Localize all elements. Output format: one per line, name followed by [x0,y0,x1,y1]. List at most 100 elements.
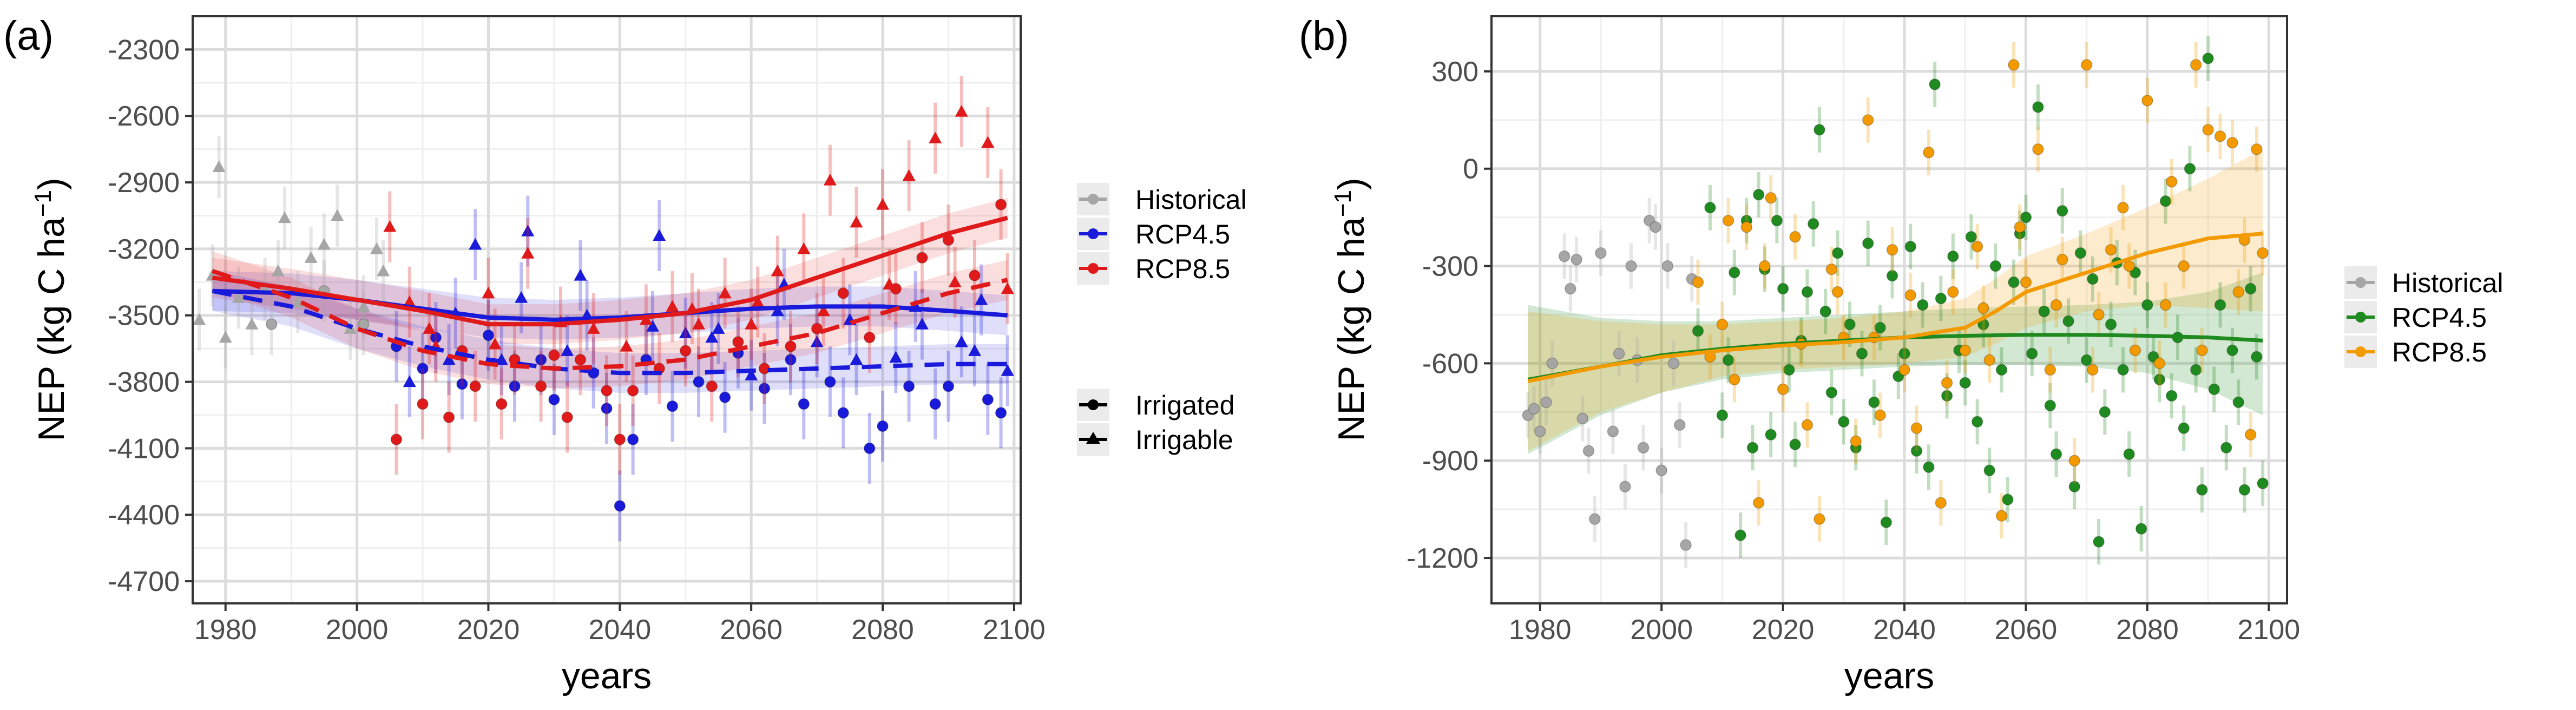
historical-point [1674,419,1686,431]
rcp85-point [2153,357,2166,370]
y-tick-label: 300 [1431,56,1478,88]
panel-a: (a) 1980 2000 2020 2040 2060 2080 2100 -4700 -44… [3,13,1247,696]
rcp85-point [1898,364,1910,376]
rcp45-point [982,393,994,406]
rcp45-triangle [521,225,535,236]
rcp45-point [1729,266,1740,279]
panel-a-ylabel-close: ) [31,178,72,190]
rcp85-point [1995,510,2008,522]
rcp85-triangle [817,304,830,317]
panel-b-trend-lines [1527,232,2263,383]
rcp45-point [837,407,849,419]
rcp45-point [2105,318,2117,331]
rcp45-point [2202,52,2214,64]
rcp85-point [2129,344,2141,357]
y-tick-label: -2600 [108,101,180,132]
panel-a-trend-lines [212,215,1008,376]
rcp45-point [1783,364,1795,376]
rcp85-point [495,398,508,410]
rcp45-point [2153,373,2166,386]
rcp45-point [2002,494,2014,505]
panel-a-ylabel: NEP (kg C ha−1) [30,178,73,441]
legend-key-historical-dot [2355,277,2366,288]
rcp45-point [2068,481,2081,492]
rcp85-point [1765,192,1777,204]
rcp85-point [2105,244,2117,256]
rcp85-point [1874,409,1886,422]
rcp45-point [719,391,731,403]
rcp45-point [1983,464,1995,476]
rcp45-triangle [771,304,784,317]
rcp45-triangle [712,322,725,334]
y-tick-label: -3500 [108,300,180,332]
panel-b-ylabel-main: NEP (kg C ha [1331,217,1372,442]
rcp85-point [1850,435,1862,448]
rcp45-triangle [810,335,824,347]
rcp85-point [2196,344,2208,357]
x-tick-label: 2040 [588,614,651,646]
rcp85-point [1729,373,1740,386]
panel-b-ticks: 1980 2000 2020 2040 2060 2080 2100 -1200 -900 -60… [1407,56,2300,646]
rcp85-point [1752,497,1765,509]
rcp85-triangle [521,247,535,259]
panel-b-ylabel-close: ) [1331,178,1372,190]
rcp85-point [969,269,981,281]
rcp85-point [1862,114,1874,126]
rcp85-triangle [797,242,811,254]
historical-point [1625,260,1637,272]
rcp85-point [785,340,797,352]
confidence-band-rcp45 [212,271,1008,340]
rcp45-point [2232,396,2244,409]
rcp85-point [2166,175,2178,188]
rcp45-point [2080,354,2093,366]
historical-point [1595,247,1607,259]
rcp45-point [2038,305,2050,318]
rcp85-point [2257,247,2269,259]
rcp85-point [2044,364,2056,376]
rcp85-point [2093,308,2105,321]
rcp45-point [2190,364,2202,376]
rcp85-point [995,199,1007,211]
rcp85-point [2014,221,2026,233]
rcp85-triangle [587,322,600,334]
rcp45-point [509,380,521,392]
rcp45-point [1880,516,1892,528]
historical-point [1589,513,1601,525]
rcp85-point [679,345,692,357]
rcp45-triangle [574,269,587,281]
legend-key-rcp45-dot [2355,312,2366,323]
legend-label-historical: Historical [1135,185,1247,215]
historical-triangle [271,264,285,277]
rcp45-point [863,442,876,455]
rcp45-point [2166,390,2178,402]
rcp85-point [1825,263,1838,275]
rcp85-point [1977,302,1989,314]
rcp85-point [561,411,573,423]
rcp85-point [1831,286,1844,298]
rcp85-triangle [876,198,889,210]
rcp45-point [1904,240,1917,253]
trend-line-rcp85 [1527,232,2263,383]
historical-point [1534,425,1546,438]
rcp45-point [1965,231,1977,243]
rcp85-triangle [718,286,732,299]
rcp45-triangle [469,238,482,250]
rcp85-point [1759,260,1771,272]
y-tick-label: -3800 [108,367,180,398]
rcp85-triangle [850,215,863,228]
rcp45-point [1819,305,1831,318]
x-tick-label: 2100 [983,614,1046,646]
rcp85-point [2008,59,2020,71]
rcp45-point [942,380,955,392]
rcp85-point [535,380,547,392]
rcp85-point [1904,289,1917,301]
rcp45-point [2062,315,2074,327]
x-tick-label: 2080 [851,614,914,646]
rcp45-point [1716,409,1729,422]
rcp85-point [1947,286,1959,298]
rcp45-point [2159,195,2172,207]
panel-a-border [192,15,1022,604]
rcp45-point [417,363,429,374]
rcp45-point [2050,448,2062,461]
